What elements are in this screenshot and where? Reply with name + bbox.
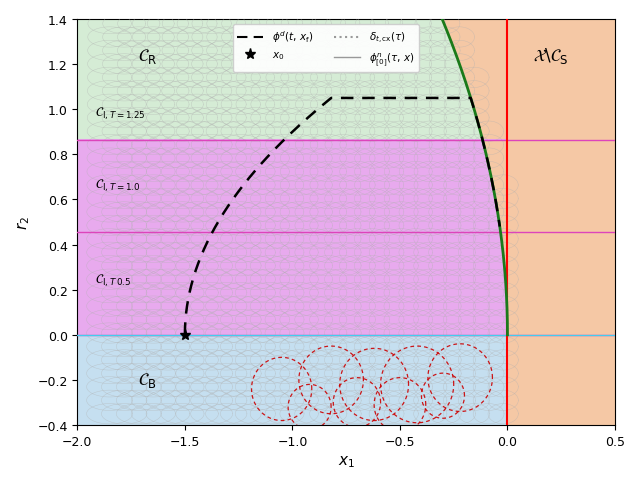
Text: $\mathcal{C}_{\mathrm{I},T\,0.5}$: $\mathcal{C}_{\mathrm{I},T\,0.5}$ [95,272,131,288]
Legend: $\phi^d(t,\,x_{\mathrm{f}})$, $x_0$, $\delta_{t,\mathrm{cx}}(\tau)$, $\phi^n_{[0: $\phi^d(t,\,x_{\mathrm{f}})$, $x_0$, $\d… [233,25,419,73]
Bar [77,335,508,425]
Text: $\mathcal{C}_{\mathrm{B}}$: $\mathcal{C}_{\mathrm{B}}$ [138,371,156,390]
Y-axis label: $r_2$: $r_2$ [15,215,32,229]
Text: $\mathcal{X}\backslash\mathcal{C}_{\mathrm{S}}$: $\mathcal{X}\backslash\mathcal{C}_{\math… [533,45,569,65]
Text: $\mathcal{C}_{\mathrm{I},T=1.0}$: $\mathcal{C}_{\mathrm{I},T=1.0}$ [95,178,140,194]
Polygon shape [77,20,508,140]
Text: $\mathcal{C}_{\mathrm{R}}$: $\mathcal{C}_{\mathrm{R}}$ [138,46,157,65]
X-axis label: $x_1$: $x_1$ [338,454,355,469]
Text: $\mathcal{C}_{\mathrm{I},T=1.25}$: $\mathcal{C}_{\mathrm{I},T=1.25}$ [95,106,145,122]
Polygon shape [77,140,508,335]
